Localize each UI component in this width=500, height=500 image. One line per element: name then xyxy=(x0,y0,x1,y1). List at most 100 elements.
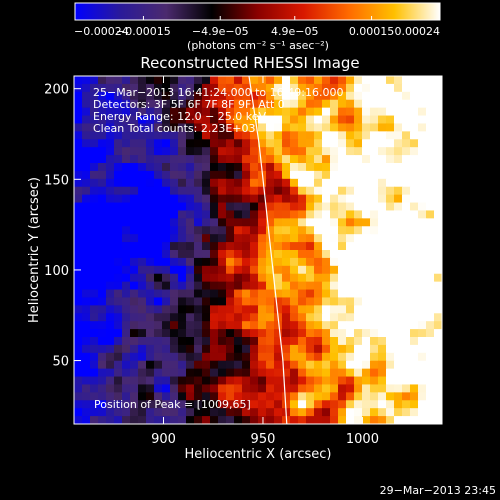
heatmap-cell xyxy=(114,289,123,299)
heatmap-cell xyxy=(210,384,219,393)
heatmap-cell xyxy=(98,194,107,204)
heatmap-cell xyxy=(186,115,195,125)
heatmap-cell xyxy=(74,147,83,156)
heatmap-cell xyxy=(426,297,435,306)
heatmap-cell xyxy=(434,147,442,156)
heatmap-cell xyxy=(386,408,395,417)
heatmap-cell xyxy=(170,329,179,338)
heatmap-cell xyxy=(234,99,243,109)
heatmap-cell xyxy=(114,76,123,85)
heatmap-cell xyxy=(314,194,323,204)
heatmap-cell xyxy=(258,163,267,172)
heatmap-cell xyxy=(250,376,259,386)
heatmap-cell xyxy=(170,202,179,212)
heatmap-cell xyxy=(170,210,179,219)
heatmap-cell xyxy=(434,234,442,243)
heatmap-cell xyxy=(226,297,235,306)
heatmap-cell xyxy=(154,194,163,204)
heatmap-cell xyxy=(106,321,115,330)
heatmap-cell xyxy=(106,384,115,393)
heatmap-cell xyxy=(186,250,195,259)
heatmap-cell xyxy=(306,384,315,393)
heatmap-cell xyxy=(154,202,163,212)
heatmap-cell xyxy=(258,281,267,291)
heatmap-cell xyxy=(370,115,379,125)
heatmap-cell xyxy=(146,368,155,378)
heatmap-cell xyxy=(250,186,259,196)
heatmap-cell xyxy=(370,234,379,243)
heatmap-cell xyxy=(98,170,107,180)
heatmap-cell xyxy=(90,155,99,164)
heatmap-cell xyxy=(234,368,243,378)
heatmap-cell xyxy=(354,194,363,204)
heatmap-cell xyxy=(138,107,147,117)
heatmap-cell xyxy=(306,107,315,117)
x-tick-label: 1000 xyxy=(346,432,379,447)
heatmap-cell xyxy=(210,289,219,299)
heatmap-cell xyxy=(122,305,131,314)
heatmap-cell xyxy=(386,242,395,251)
heatmap-cell xyxy=(202,131,211,140)
heatmap-cell xyxy=(410,139,419,148)
heatmap-cell xyxy=(210,83,219,93)
heatmap-cell xyxy=(226,234,235,243)
heatmap-cell xyxy=(354,344,363,354)
heatmap-cell xyxy=(242,155,251,164)
heatmap-cell xyxy=(362,186,371,196)
heatmap-cell xyxy=(74,313,83,322)
heatmap-cell xyxy=(178,250,187,259)
heatmap-cell xyxy=(90,321,99,330)
heatmap-cell xyxy=(162,250,171,259)
heatmap-cell xyxy=(330,155,339,164)
heatmap-cell xyxy=(418,289,427,299)
heatmap-cell xyxy=(434,76,442,85)
heatmap-cell xyxy=(226,250,235,259)
heatmap-cell xyxy=(370,265,379,275)
heatmap-cell xyxy=(282,202,291,212)
heatmap-cell xyxy=(426,115,435,125)
heatmap-cell xyxy=(354,305,363,314)
heatmap-cell xyxy=(298,337,307,346)
heatmap-cell xyxy=(242,210,251,219)
heatmap-cell xyxy=(394,186,403,196)
heatmap-cell xyxy=(282,265,291,275)
heatmap-cell xyxy=(202,273,211,283)
heatmap-cell xyxy=(354,83,363,93)
heatmap-cell xyxy=(346,368,355,378)
heatmap-cell xyxy=(258,416,267,424)
heatmap-cell xyxy=(242,257,251,267)
heatmap-cell xyxy=(330,178,339,188)
heatmap-cell xyxy=(418,83,427,93)
heatmap-cell xyxy=(250,392,259,401)
heatmap-cell xyxy=(338,257,347,267)
heatmap-cell xyxy=(98,234,107,243)
heatmap-cell xyxy=(402,297,411,306)
heatmap-cell xyxy=(210,123,219,132)
heatmap-cell xyxy=(130,281,139,291)
heatmap-cell xyxy=(434,91,442,101)
heatmap-cell xyxy=(130,170,139,180)
heatmap-cell xyxy=(186,147,195,156)
heatmap-cell xyxy=(418,91,427,101)
heatmap-cell xyxy=(250,384,259,393)
heatmap-cell xyxy=(298,273,307,283)
heatmap-cell xyxy=(170,226,179,235)
heatmap-cell xyxy=(130,234,139,243)
heatmap-cell xyxy=(170,305,179,314)
heatmap-cell xyxy=(266,408,275,417)
heatmap-cell xyxy=(434,163,442,172)
heatmap-cell xyxy=(138,344,147,354)
heatmap-cell xyxy=(426,99,435,109)
heatmap-cell xyxy=(274,265,283,275)
heatmap-cell xyxy=(218,242,227,251)
x-tick-label: 900 xyxy=(151,432,176,447)
heatmap-cell xyxy=(354,273,363,283)
heatmap-cell xyxy=(202,400,211,409)
heatmap-cell xyxy=(378,337,387,346)
heatmap-cell xyxy=(250,178,259,188)
heatmap-cell xyxy=(234,123,243,132)
heatmap-cell xyxy=(250,147,259,156)
heatmap-cell xyxy=(330,265,339,275)
heatmap-cell xyxy=(162,186,171,196)
heatmap-cell xyxy=(418,368,427,378)
